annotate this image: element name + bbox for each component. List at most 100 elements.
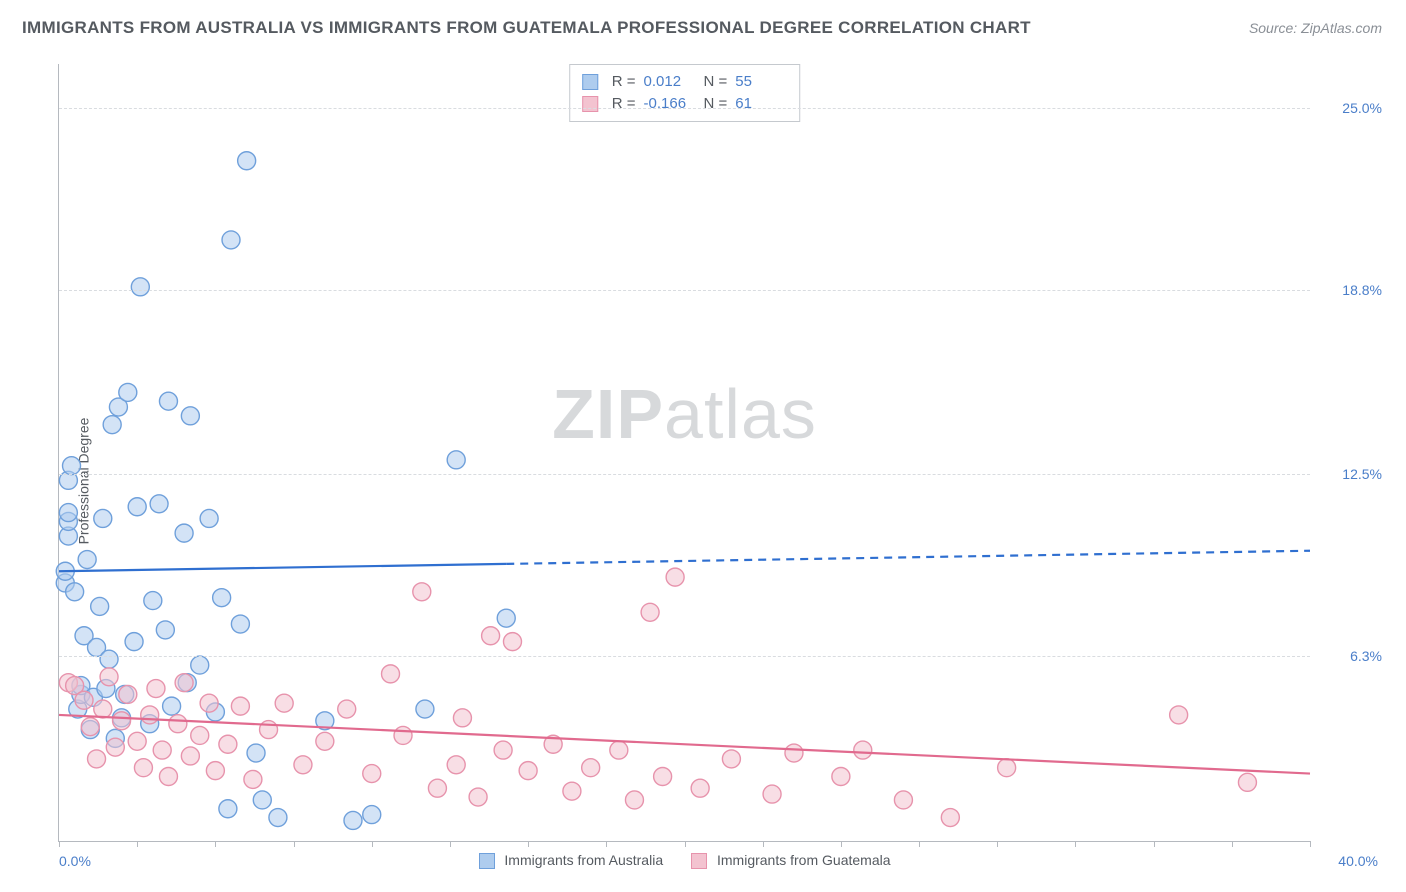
- scatter-point: [169, 715, 187, 733]
- x-tick: [372, 841, 373, 847]
- scatter-point: [231, 615, 249, 633]
- scatter-point: [238, 152, 256, 170]
- scatter-point: [94, 509, 112, 527]
- scatter-point: [563, 782, 581, 800]
- x-tick: [685, 841, 686, 847]
- scatter-point: [66, 583, 84, 601]
- x-tick: [919, 841, 920, 847]
- scatter-point: [338, 700, 356, 718]
- x-tick: [1075, 841, 1076, 847]
- scatter-point: [610, 741, 628, 759]
- scatter-point: [100, 650, 118, 668]
- scatter-point: [119, 383, 137, 401]
- scatter-point: [94, 700, 112, 718]
- scatter-point: [344, 811, 362, 829]
- scatter-point: [691, 779, 709, 797]
- scatter-point: [191, 656, 209, 674]
- scatter-point: [106, 738, 124, 756]
- legend-swatch-guatemala-icon: [691, 853, 707, 869]
- scatter-point: [785, 744, 803, 762]
- scatter-point: [91, 597, 109, 615]
- scatter-point: [363, 806, 381, 824]
- x-tick: [763, 841, 764, 847]
- scatter-point: [654, 767, 672, 785]
- scatter-point: [722, 750, 740, 768]
- legend-item-guatemala: Immigrants from Guatemala: [691, 852, 890, 869]
- x-tick: [1154, 841, 1155, 847]
- scatter-point: [494, 741, 512, 759]
- scatter-point: [941, 809, 959, 827]
- scatter-point: [125, 633, 143, 651]
- legend-item-australia: Immigrants from Australia: [479, 852, 664, 869]
- x-tick: [1310, 841, 1311, 847]
- scatter-point: [206, 762, 224, 780]
- scatter-point: [175, 524, 193, 542]
- scatter-svg: [59, 64, 1310, 841]
- scatter-point: [294, 756, 312, 774]
- scatter-point: [244, 770, 262, 788]
- scatter-point: [316, 732, 334, 750]
- scatter-point: [763, 785, 781, 803]
- grid-line: [59, 290, 1310, 291]
- scatter-point: [181, 407, 199, 425]
- scatter-point: [81, 718, 99, 736]
- y-tick-label: 18.8%: [1342, 282, 1382, 298]
- scatter-point: [666, 568, 684, 586]
- x-tick: [450, 841, 451, 847]
- scatter-point: [128, 498, 146, 516]
- scatter-point: [447, 756, 465, 774]
- grid-line: [59, 474, 1310, 475]
- trend-line: [59, 564, 506, 571]
- scatter-point: [416, 700, 434, 718]
- x-tick: [606, 841, 607, 847]
- chart-container: IMMIGRANTS FROM AUSTRALIA VS IMMIGRANTS …: [10, 10, 1396, 882]
- scatter-point: [159, 392, 177, 410]
- scatter-point: [854, 741, 872, 759]
- x-tick: [59, 841, 60, 847]
- scatter-point: [163, 697, 181, 715]
- scatter-point: [413, 583, 431, 601]
- x-tick: [841, 841, 842, 847]
- scatter-point: [269, 809, 287, 827]
- x-tick: [294, 841, 295, 847]
- y-tick-label: 6.3%: [1350, 648, 1382, 664]
- scatter-point: [88, 750, 106, 768]
- scatter-point: [582, 759, 600, 777]
- scatter-point: [213, 589, 231, 607]
- trend-line: [59, 715, 1310, 774]
- scatter-point: [100, 668, 118, 686]
- scatter-point: [200, 694, 218, 712]
- scatter-point: [231, 697, 249, 715]
- chart-source: Source: ZipAtlas.com: [1249, 20, 1382, 36]
- x-tick: [997, 841, 998, 847]
- scatter-point: [75, 691, 93, 709]
- legend-label-australia: Immigrants from Australia: [504, 852, 663, 868]
- scatter-point: [131, 278, 149, 296]
- scatter-point: [253, 791, 271, 809]
- x-tick: [215, 841, 216, 847]
- scatter-point: [453, 709, 471, 727]
- scatter-point: [447, 451, 465, 469]
- scatter-point: [247, 744, 265, 762]
- scatter-point: [497, 609, 515, 627]
- scatter-point: [894, 791, 912, 809]
- x-axis-max-label: 40.0%: [1338, 853, 1378, 869]
- x-tick: [137, 841, 138, 847]
- scatter-point: [119, 685, 137, 703]
- scatter-point: [998, 759, 1016, 777]
- scatter-point: [222, 231, 240, 249]
- scatter-point: [394, 726, 412, 744]
- scatter-point: [175, 674, 193, 692]
- scatter-point: [156, 621, 174, 639]
- x-axis-min-label: 0.0%: [59, 853, 91, 869]
- trend-line-dashed: [506, 551, 1310, 564]
- scatter-point: [219, 800, 237, 818]
- legend-swatch-australia-icon: [479, 853, 495, 869]
- bottom-legend: Immigrants from Australia Immigrants fro…: [479, 852, 891, 869]
- scatter-point: [78, 551, 96, 569]
- scatter-point: [625, 791, 643, 809]
- scatter-point: [181, 747, 199, 765]
- scatter-point: [63, 457, 81, 475]
- plot-area: ZIPatlas R = 0.012 N = 55 R = -0.166 N =…: [58, 64, 1310, 842]
- scatter-point: [1238, 773, 1256, 791]
